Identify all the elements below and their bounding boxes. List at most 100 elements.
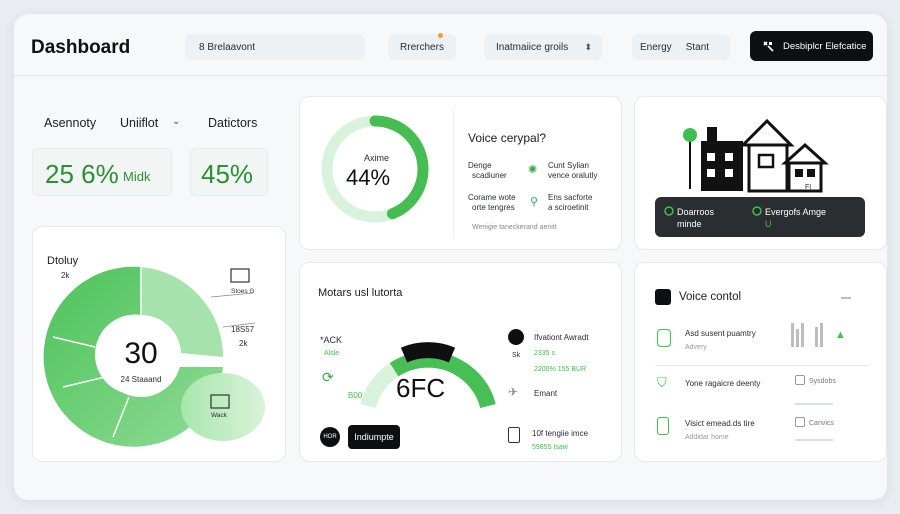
r1-a: Sk — [512, 352, 521, 359]
i2-title: Yone ragaicre deenty — [685, 379, 761, 388]
donut-chart — [43, 266, 265, 447]
cta-label: Desbiplcr Elefcatice — [783, 40, 867, 52]
motor-action-button[interactable]: Indiumpte — [348, 425, 400, 449]
app-frame: Dashboard Rrerchers Inatmaiice groils ⬍ … — [14, 14, 887, 500]
document-icon — [508, 427, 520, 443]
motor-action-label: Indiumpte — [354, 432, 394, 442]
badge-hor: HOR — [320, 427, 340, 447]
row2-b: orte tengres — [472, 203, 515, 212]
ring-voice-card: Axime 44% Voice cerypal? Denge scadiuner… — [299, 96, 622, 250]
donut-center-value: 30 — [124, 337, 158, 370]
house-card: FI Doarroos minde Evergofs Amge U — [634, 96, 887, 250]
house-label-a1: Doarroos — [677, 207, 715, 217]
stat-value-1: 25 6% — [45, 159, 119, 189]
primary-cta-button[interactable]: Desbiplcr Elefcatice — [750, 31, 873, 61]
voice-app-icon — [655, 289, 671, 305]
signal-bars-icon — [791, 323, 804, 347]
divider-3 — [795, 439, 833, 441]
tab-uniiflot[interactable]: Uniiflot — [120, 116, 159, 130]
left-stats-panel: Asennoty Uniiflot ⌄ Datictors 25 6% Midk… — [14, 94, 286, 224]
house-label-a2: minde — [677, 219, 702, 229]
i3-title: Visict emead.ds tire — [685, 419, 755, 428]
energy-filter[interactable]: Energy Stant — [632, 34, 730, 60]
motor-left-sub: Alsle — [324, 350, 340, 357]
top-bar: Dashboard Rrerchers Inatmaiice groils ⬍ … — [14, 14, 887, 76]
row2-c: Ens sacforte — [548, 193, 593, 202]
refresh-icon[interactable]: ⟳ — [322, 369, 334, 385]
i2-tag: Sysdobs — [809, 378, 836, 385]
r2-title: Emant — [534, 389, 558, 398]
device-icon — [657, 417, 669, 435]
row1-c: Cunt Sylian — [548, 161, 589, 170]
voice-control-card: Voice contol Asd susent puamtry Advery ▲… — [634, 262, 887, 462]
donut-segment-bubble — [181, 373, 265, 441]
shield-icon: ⛉ — [657, 375, 667, 390]
r3-sub: 59855 Isaw — [532, 444, 568, 451]
motor-left-value: B00 — [348, 391, 363, 400]
i2-toggle[interactable] — [795, 375, 805, 385]
donut-title: Dtoluy — [47, 255, 79, 267]
legend-2: 18S57 — [231, 325, 255, 334]
legend-4: Wack — [211, 412, 228, 419]
legend-3: 2k — [239, 339, 248, 348]
donut-segment-main — [43, 266, 223, 447]
i1-sub: Advery — [685, 344, 707, 351]
level-bars-icon — [815, 323, 823, 347]
voice-footer: Wenigie taneckerand aenitt — [472, 224, 557, 231]
ring-gauge — [321, 115, 429, 223]
stat-suffix-1: Midk — [123, 169, 151, 184]
stat-value-2: 45% — [201, 159, 254, 189]
gear-icon: ✺ — [528, 164, 538, 176]
voice-menu-icon[interactable] — [841, 297, 851, 299]
stat-card-2: 45% — [190, 148, 268, 196]
tab-datictors[interactable]: Datictors — [208, 116, 258, 130]
tab-asennoty[interactable]: Asennoty — [44, 116, 97, 130]
donut-segment-light — [141, 267, 224, 357]
notification-dot — [438, 33, 443, 38]
voice-control-title: Voice contol — [679, 291, 742, 303]
i3-toggle[interactable] — [795, 417, 805, 427]
voice-title: Voice cerypal? — [468, 131, 547, 145]
row2-d: a sciroetinit — [548, 203, 589, 212]
ring-divider — [453, 109, 454, 239]
lock-icon — [657, 329, 671, 347]
ring-value: 44% — [346, 165, 391, 190]
group-select[interactable]: Inatmaiice groils ⬍ — [484, 34, 602, 60]
i3-sub: Addidar home — [685, 434, 729, 441]
ring-label: Axime — [364, 153, 390, 163]
chevron-updown-icon: ⬍ — [584, 41, 592, 52]
stant-label: Stant — [685, 41, 710, 53]
badge-label: HOR — [323, 434, 337, 440]
row1-b: scadiuner — [472, 171, 507, 180]
energy-label: Energy — [640, 41, 672, 53]
stat-card-1: 25 6% Midk — [32, 148, 172, 196]
house-tag: FI — [805, 184, 812, 191]
r1-c: 2200% 155 BUR — [534, 366, 587, 373]
legend-1: Stoes G — [231, 288, 255, 295]
divider-1 — [655, 365, 869, 366]
motor-card: Motars usl lutorta *ACK Alsle ⟳ B00 6FC … — [299, 262, 622, 462]
house-label-b1: Evergofs Amge — [765, 207, 827, 217]
search-input[interactable] — [185, 34, 365, 60]
page-title: Dashboard — [31, 37, 131, 58]
group-select-label: Inatmaiice groils — [496, 41, 569, 53]
motor-title: Motars usl lutorta — [318, 287, 403, 299]
settings-circle-icon — [508, 329, 524, 345]
leaf-icon: ▲ — [835, 329, 846, 341]
row1-a: Denge — [468, 161, 492, 170]
r1-title: Ifvationt Awradt — [534, 333, 589, 342]
divider-2 — [795, 403, 833, 405]
donut-top-label: 2k — [61, 271, 70, 280]
semi-gauge — [360, 342, 496, 409]
i3-tag: Canvics — [809, 420, 834, 427]
research-label: Rrerchers — [400, 41, 444, 53]
gauge-value: 6FC — [396, 373, 446, 403]
donut-center-sub: 24 Staaand — [120, 375, 162, 384]
location-pin-icon: ⚲ — [530, 196, 539, 208]
i1-title: Asd susent puamtry — [685, 329, 756, 338]
research-button[interactable]: Rrerchers — [388, 34, 456, 60]
donut-card: Dtoluy 2k — [32, 226, 286, 462]
motor-left-label: *ACK — [320, 335, 343, 345]
chevron-down-icon[interactable]: ⌄ — [172, 116, 181, 127]
r1-b: 2335 s — [534, 350, 556, 357]
